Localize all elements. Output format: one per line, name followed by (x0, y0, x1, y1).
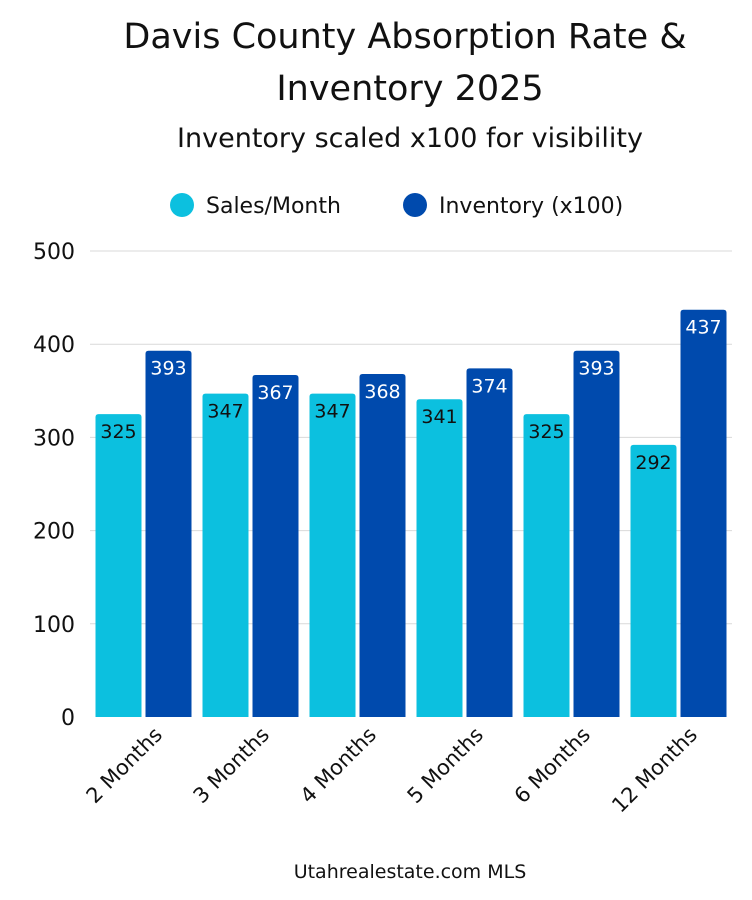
x-tick-label: 5 Months (403, 723, 488, 808)
x-tick-label: 3 Months (189, 723, 274, 808)
grid (90, 250, 732, 625)
data-label-inventory: 393 (150, 358, 186, 380)
y-tick-label: 200 (33, 520, 75, 545)
chart-title-line-1: Davis County Absorption Rate & (123, 17, 686, 57)
bar-sales (95, 414, 142, 717)
y-tick-label: 0 (61, 706, 75, 731)
bar-sales (630, 444, 677, 717)
data-label-inventory: 437 (685, 317, 721, 339)
bar-inventory (680, 309, 727, 717)
bar-sales (523, 414, 570, 717)
bar-inventory (359, 374, 406, 717)
data-label-sales: 292 (635, 452, 671, 474)
data-label-inventory: 367 (257, 382, 293, 404)
data-label-sales: 341 (421, 406, 457, 428)
y-tick-label: 300 (33, 426, 75, 451)
source-note: Utahrealestate.com MLS (294, 861, 527, 883)
y-axis: 0 100 200 300 400 500 (33, 240, 75, 731)
legend-label-sales: Sales/Month (206, 194, 341, 219)
y-tick-label: 400 (33, 333, 75, 358)
x-tick-label: 12 Months (607, 723, 702, 818)
y-tick-label: 100 (33, 613, 75, 638)
bar-labels: 325 393 347 367 347 368 341 374 325 393 292 437 (100, 317, 721, 474)
data-label-inventory: 368 (364, 381, 400, 403)
x-tick-label: 2 Months (82, 723, 167, 808)
legend-marker-inventory (403, 193, 427, 217)
bar-sales (202, 393, 249, 717)
data-label-sales: 347 (207, 401, 243, 423)
bar-inventory (573, 350, 620, 717)
bar-inventory (252, 374, 299, 717)
legend-label-inventory: Inventory (x100) (439, 194, 623, 219)
legend-marker-sales (170, 193, 194, 217)
data-label-inventory: 393 (578, 358, 614, 380)
bars (95, 309, 727, 717)
bar-inventory (145, 350, 192, 717)
chart-title-line-2: Inventory 2025 (276, 69, 543, 109)
x-axis: 2 Months 3 Months 4 Months 5 Months 6 Months… (82, 723, 702, 818)
x-tick-label: 6 Months (510, 723, 595, 808)
data-label-inventory: 374 (471, 375, 507, 397)
data-label-sales: 325 (528, 421, 564, 443)
data-label-sales: 347 (314, 401, 350, 423)
bar-inventory (466, 368, 513, 717)
legend: Sales/Month Inventory (x100) (170, 193, 623, 219)
bar-sales (309, 393, 356, 717)
y-tick-label: 500 (33, 240, 75, 265)
x-tick-label: 4 Months (296, 723, 381, 808)
chart-subtitle: Inventory scaled x100 for visibility (177, 123, 643, 154)
data-label-sales: 325 (100, 421, 136, 443)
bar-sales (416, 399, 463, 717)
